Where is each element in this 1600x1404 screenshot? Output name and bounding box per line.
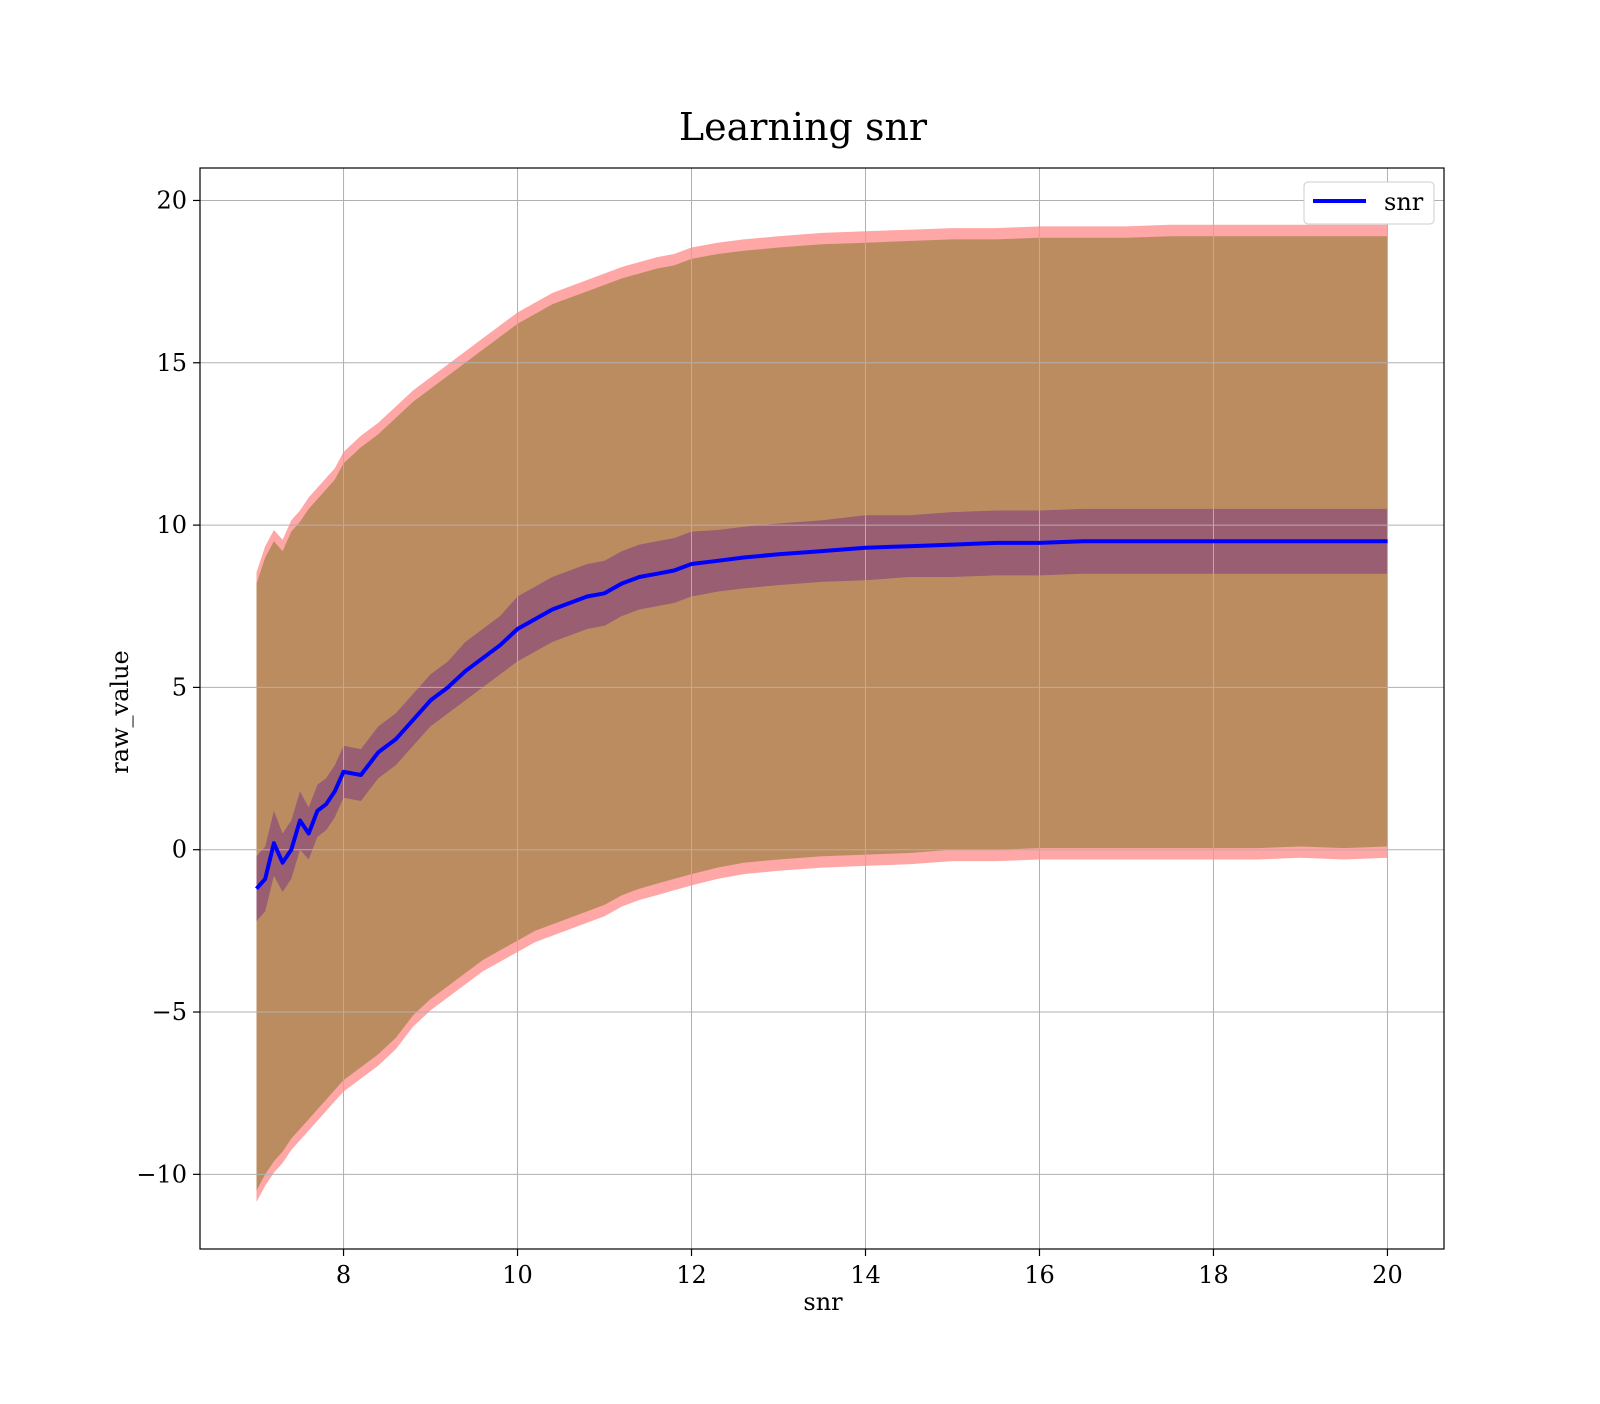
legend: snr — [1303, 181, 1435, 225]
x-tick-label: 10 — [502, 1261, 533, 1289]
legend-label: snr — [1384, 188, 1424, 216]
chart-title: Learning snr — [679, 105, 928, 149]
grid-layer — [200, 168, 1444, 1249]
band-std — [256, 508, 1388, 922]
x-axis-label: snr — [803, 1288, 843, 1316]
bands-layer — [256, 224, 1388, 1202]
y-tick-label: 5 — [172, 673, 187, 701]
lines-layer — [255, 539, 1388, 891]
y-tick-label: 20 — [156, 186, 187, 214]
x-tick-label: 8 — [336, 1261, 351, 1289]
y-tick-label: −10 — [136, 1160, 187, 1188]
y-tick-label: −5 — [152, 998, 187, 1026]
band-minmax — [256, 236, 1388, 1191]
x-tick-label: 18 — [1198, 1261, 1229, 1289]
x-tick-label: 16 — [1024, 1261, 1055, 1289]
series-line-snr — [255, 539, 1388, 891]
y-tick-label: 0 — [172, 836, 187, 864]
y-tick-label: 15 — [156, 349, 187, 377]
x-tick-label: 12 — [676, 1261, 707, 1289]
ticks-layer: 8 10 12 14 16 18 20 −10 −5 0 5 10 15 20 — [136, 186, 1402, 1289]
x-tick-label: 14 — [850, 1261, 881, 1289]
y-axis-label: raw_value — [106, 650, 134, 774]
x-tick-label: 20 — [1372, 1261, 1403, 1289]
legend-box — [1303, 181, 1435, 225]
plot-frame — [199, 167, 1445, 1250]
y-tick-label: 10 — [156, 511, 187, 539]
